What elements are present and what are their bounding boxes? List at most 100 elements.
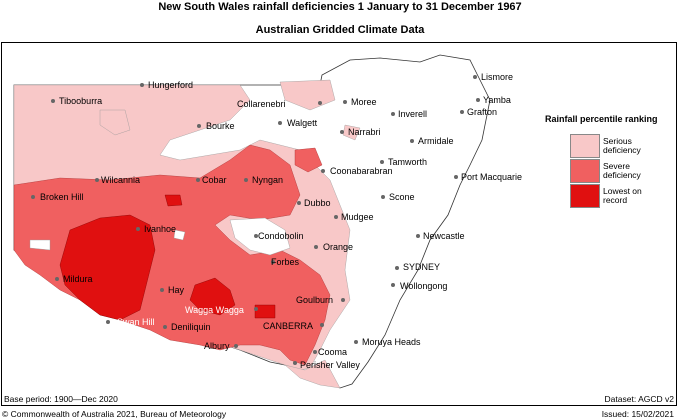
- base-period: Base period: 1900—Dec 2020: [4, 394, 118, 404]
- marker-cobar: [196, 178, 200, 182]
- issued-date: Issued: 15/02/2021: [601, 409, 674, 419]
- map-title: New South Wales rainfall deficiencies 1 …: [158, 1, 522, 13]
- label-tamworth: Tamworth: [388, 157, 427, 167]
- marker-mildura: [55, 277, 59, 281]
- label-walgett: Walgett: [287, 118, 318, 128]
- marker-forbes: [271, 260, 275, 264]
- label-scone: Scone: [389, 192, 415, 202]
- label-ivanhoe: Ivanhoe: [144, 224, 176, 234]
- copyright-notice: © Commonwealth of Australia 2021, Bureau…: [2, 409, 227, 419]
- marker-dubbo: [297, 201, 301, 205]
- label-sydney: SYDNEY: [403, 262, 440, 272]
- marker-wollongong: [391, 283, 395, 287]
- marker-sydney: [395, 266, 399, 270]
- marker-grafton: [460, 110, 464, 114]
- marker-hungerford: [140, 83, 144, 87]
- label-moruya-heads: Moruya Heads: [362, 337, 421, 347]
- place-markers: [31, 75, 480, 365]
- label-orange: Orange: [323, 242, 353, 252]
- label-condobolin: Condobolin: [258, 231, 304, 241]
- marker-broken-hill: [31, 195, 35, 199]
- label-grafton: Grafton: [467, 107, 497, 117]
- legend-label-record: Lowest on record: [603, 186, 642, 205]
- marker-moree: [343, 100, 347, 104]
- non-deficient-patches: [29, 217, 291, 256]
- label-inverell: Inverell: [398, 109, 427, 119]
- marker-yamba: [476, 98, 480, 102]
- label-hay: Hay: [168, 285, 185, 295]
- marker-lismore: [473, 75, 477, 79]
- label-port-macquarie: Port Macquarie: [461, 172, 522, 182]
- label-mudgee: Mudgee: [341, 212, 374, 222]
- label-albury: Albury: [204, 341, 230, 351]
- marker-collarenebri: [318, 101, 322, 105]
- label-nyngan: Nyngan: [252, 175, 283, 185]
- label-forbes: Forbes: [271, 257, 300, 267]
- marker-newcastle: [416, 234, 420, 238]
- label-perisher-valley: Perisher Valley: [300, 360, 360, 370]
- marker-scone: [381, 195, 385, 199]
- marker-wagga-wagga: [254, 307, 258, 311]
- label-goulburn: Goulburn: [296, 295, 333, 305]
- label-collarenebri: Collarenebri: [237, 99, 286, 109]
- label-canberra: CANBERRA: [263, 321, 313, 331]
- lowest-on-record-regions: [59, 194, 276, 321]
- marker-perisher-valley: [293, 361, 297, 365]
- marker-walgett: [278, 121, 282, 125]
- label-newcastle: Newcastle: [423, 231, 465, 241]
- marker-swan-hill: [106, 320, 110, 324]
- marker-orange: [314, 245, 318, 249]
- marker-albury: [234, 344, 238, 348]
- label-swan-hill: Swan Hill: [117, 317, 155, 327]
- legend-swatch-serious: [570, 134, 600, 158]
- legend-swatch-severe: [570, 159, 600, 183]
- label-deniliquin: Deniliquin: [171, 322, 211, 332]
- marker-goulburn: [341, 298, 345, 302]
- map-subtitle: Australian Gridded Climate Data: [255, 24, 425, 36]
- marker-nyngan: [244, 178, 248, 182]
- label-cooma: Cooma: [318, 347, 347, 357]
- label-broken-hill: Broken Hill: [40, 192, 84, 202]
- label-bourke: Bourke: [206, 121, 235, 131]
- label-narrabri: Narrabri: [348, 127, 381, 137]
- label-mildura: Mildura: [63, 274, 93, 284]
- marker-armidale: [410, 139, 414, 143]
- marker-deniliquin: [163, 325, 167, 329]
- marker-hay: [160, 288, 164, 292]
- marker-coonabarabran: [321, 169, 325, 173]
- label-armidale: Armidale: [418, 136, 454, 146]
- label-lismore: Lismore: [481, 72, 513, 82]
- marker-cooma: [313, 350, 317, 354]
- label-tibooburra: Tibooburra: [59, 96, 102, 106]
- marker-wilcannia: [95, 178, 99, 182]
- map-frame: [1, 42, 677, 406]
- label-wilcannia: Wilcannia: [101, 175, 140, 185]
- legend-swatch-record: [570, 184, 600, 208]
- legend-label-severe: Severe deficiency: [603, 161, 641, 180]
- marker-inverell: [391, 112, 395, 116]
- legend-title: Rainfall percentile ranking: [545, 114, 658, 124]
- marker-condobolin: [254, 234, 258, 238]
- marker-canberra: [320, 323, 324, 327]
- label-coonabarabran: Coonabarabran: [330, 166, 393, 176]
- label-dubbo: Dubbo: [304, 198, 331, 208]
- severe-deficiency-regions: [13, 144, 331, 366]
- marker-port-macquarie: [454, 175, 458, 179]
- label-wollongong: Wollongong: [400, 281, 447, 291]
- dataset-label: Dataset: AGCD v2: [604, 394, 674, 404]
- legend-label-serious: Serious deficiency: [603, 136, 641, 155]
- label-yamba: Yamba: [483, 95, 511, 105]
- marker-bourke: [197, 124, 201, 128]
- marker-moruya-heads: [354, 340, 358, 344]
- label-wagga-wagga: Wagga Wagga: [185, 305, 244, 315]
- label-moree: Moree: [351, 97, 377, 107]
- marker-ivanhoe: [136, 227, 140, 231]
- place-labels: Hungerford Tibooburra Collarenebri Moree…: [40, 72, 522, 370]
- marker-mudgee: [334, 215, 338, 219]
- marker-tibooburra: [51, 99, 55, 103]
- marker-narrabri: [340, 130, 344, 134]
- label-hungerford: Hungerford: [148, 80, 193, 90]
- label-cobar: Cobar: [202, 175, 227, 185]
- marker-tamworth: [380, 160, 384, 164]
